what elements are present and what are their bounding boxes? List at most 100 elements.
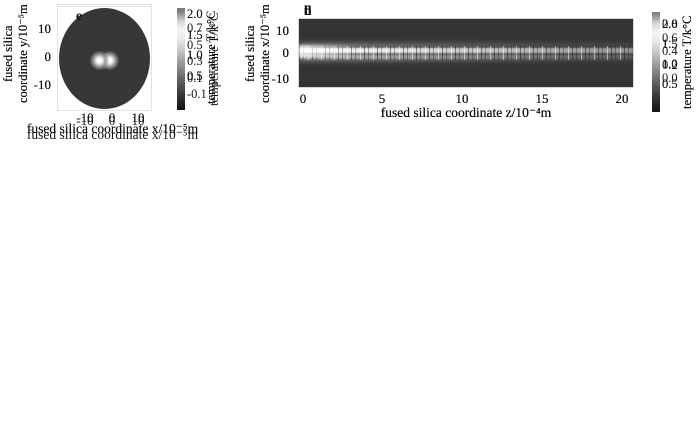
panel-letter: e (76, 8, 82, 23)
tick-label: 0 (282, 45, 290, 60)
speckle-texture (299, 46, 633, 60)
panel-f-y-ticks: 10 0 -10 (264, 18, 292, 88)
tick-label: 10 (455, 91, 469, 106)
panel-e-colorbar-ticks: 0.7 0.5 0.3 0.1 -0.1 (187, 22, 207, 101)
tick-label: 1.0 (662, 57, 678, 71)
panel-e-plot: e (57, 6, 152, 111)
tick-label: 0 (108, 113, 116, 128)
tick-label: 0 (44, 49, 52, 64)
tick-label: 5 (378, 91, 386, 106)
panel-a-colorbar-ticks: 2.0 1.5 1.0 0.5 (187, 8, 203, 82)
axis-label-line: fused silica (1, 25, 15, 82)
tick-label: -10 (76, 110, 94, 125)
tick-label: 15 (535, 91, 549, 106)
tick-label: 20 (615, 91, 629, 106)
tick-label: 10 (276, 23, 289, 38)
panel-e-colorbar (177, 10, 185, 110)
panel-a-x-axis-label: fused silica coordinate x/10⁻⁵m (26, 121, 199, 136)
tick-label: 10 (455, 91, 469, 106)
tick-label: 20 (615, 91, 629, 106)
panel-c-colorbar-ticks: 2.0 1.5 1.0 0.5 (187, 8, 203, 82)
panel-e-y-ticks: 10 0 -10 (26, 4, 54, 109)
tick-label: -10 (271, 71, 289, 86)
tick-label: 2.0 (662, 17, 678, 31)
tick-label: 5 (378, 91, 386, 106)
panel-f-colorbar-ticks: 0.8 0.6 0.4 0.2 0.0 (662, 17, 678, 85)
panel-f-colorbar-label: temperature T/k°C (680, 15, 694, 109)
panel-f-heatmap-strip (298, 18, 634, 88)
tick-label: 0.3 (187, 54, 203, 68)
tick-label: 10 (455, 91, 469, 106)
tick-label: -10 (271, 71, 289, 86)
tick-label: 0 (282, 45, 290, 60)
panel-f-x-axis-label: fused silica coordinate z/10⁻⁴m (380, 105, 552, 120)
tick-label: 0.6 (662, 30, 678, 45)
panel-b-x-ticks: 0 5 10 15 20 (298, 92, 634, 106)
tick-label: 2.0 (187, 7, 203, 21)
heated-filament-entry (299, 45, 359, 57)
panel-d-x-axis-label: fused silica coordinate z/10⁻⁴m (380, 105, 552, 120)
tick-label: -10 (33, 77, 51, 92)
tick-label: 0.4 (662, 44, 678, 58)
tick-label: -10 (76, 110, 94, 125)
axis-label-line: fused silica (243, 25, 257, 82)
panel-b-colorbar-ticks: 2.0 1.5 1.0 0.5 (662, 17, 678, 91)
panel-c-x-ticks: -10 0 10 (57, 111, 152, 125)
tick-label: 1.5 (662, 37, 678, 51)
tick-label: 0.0 (662, 71, 678, 85)
tick-label: 0.8 (662, 17, 678, 31)
tick-label: 10 (276, 23, 289, 38)
tick-label: 10 (38, 21, 51, 36)
panel-e-colorbar-label: temperature T/k°C (207, 12, 221, 106)
tick-label: 1.0 (187, 48, 203, 63)
tick-label: 10 (131, 110, 145, 125)
tick-label: 1.0 (187, 48, 203, 63)
tick-label: 0 (44, 49, 52, 64)
panel-e-heatmap-disc (59, 8, 150, 109)
tick-label: 10 (38, 21, 51, 36)
tick-label: 0.5 (662, 77, 678, 91)
figure-row-3: fused silica coordinate y/10⁻⁵m 10 0 -10… (0, 0, 700, 144)
tick-label: 1.5 (662, 37, 678, 51)
panel-e-x-ticks: -10 0 10 (57, 114, 152, 128)
tick-label: 0.5 (662, 77, 678, 91)
tick-label: 0 (282, 45, 290, 60)
panel-d-y-ticks: 10 0 -10 (264, 18, 292, 88)
panel-f-colorbar (652, 12, 660, 112)
tick-label: 0.2 (662, 57, 678, 72)
tick-label: -10 (76, 113, 94, 128)
tick-label: -10 (33, 77, 51, 92)
panel-d-colorbar-ticks: 2.0 1.5 1.0 0.5 (662, 17, 678, 91)
tick-label: 1.5 (187, 27, 203, 42)
panel-b-y-ticks: 10 0 -10 (264, 18, 292, 88)
tick-label: 5 (378, 91, 386, 106)
tick-label: 20 (615, 91, 629, 106)
panel-d-x-ticks: 0 5 10 15 20 (298, 92, 634, 106)
tick-label: 0 (108, 110, 116, 125)
panel-a-x-ticks: -10 0 10 (57, 111, 152, 125)
tick-label: 0 (299, 91, 307, 106)
tick-label: 15 (535, 91, 549, 106)
tick-label: 1.0 (662, 57, 678, 71)
tick-label: 15 (535, 91, 549, 106)
tick-label: 0 (108, 110, 116, 125)
tick-label: 0.5 (187, 68, 203, 83)
panel-letter: b (304, 3, 312, 18)
panel-c-x-axis-label: fused silica coordinate x/10⁻⁵m (26, 121, 199, 136)
tick-label: 10 (131, 113, 145, 128)
tick-label: 0 (299, 91, 307, 106)
tick-label: 0.5 (187, 68, 203, 83)
tick-label: 10 (38, 21, 51, 36)
panel-f-x-ticks: 0 5 10 15 20 (298, 92, 634, 106)
tick-label: 2.0 (187, 7, 203, 21)
tick-label: 0 (299, 91, 307, 106)
panel-c-y-ticks: 10 0 -10 (26, 4, 54, 109)
tick-label: 10 (131, 110, 145, 125)
panel-letter: d (304, 3, 312, 18)
panel-e-x-axis-label: fused silica coordinate x/10⁻⁵m (26, 127, 199, 142)
tick-label: 2.0 (662, 17, 678, 31)
tick-label: 0.5 (187, 37, 203, 52)
tick-label: 0.1 (187, 70, 203, 85)
tick-label: 1.5 (187, 27, 203, 42)
